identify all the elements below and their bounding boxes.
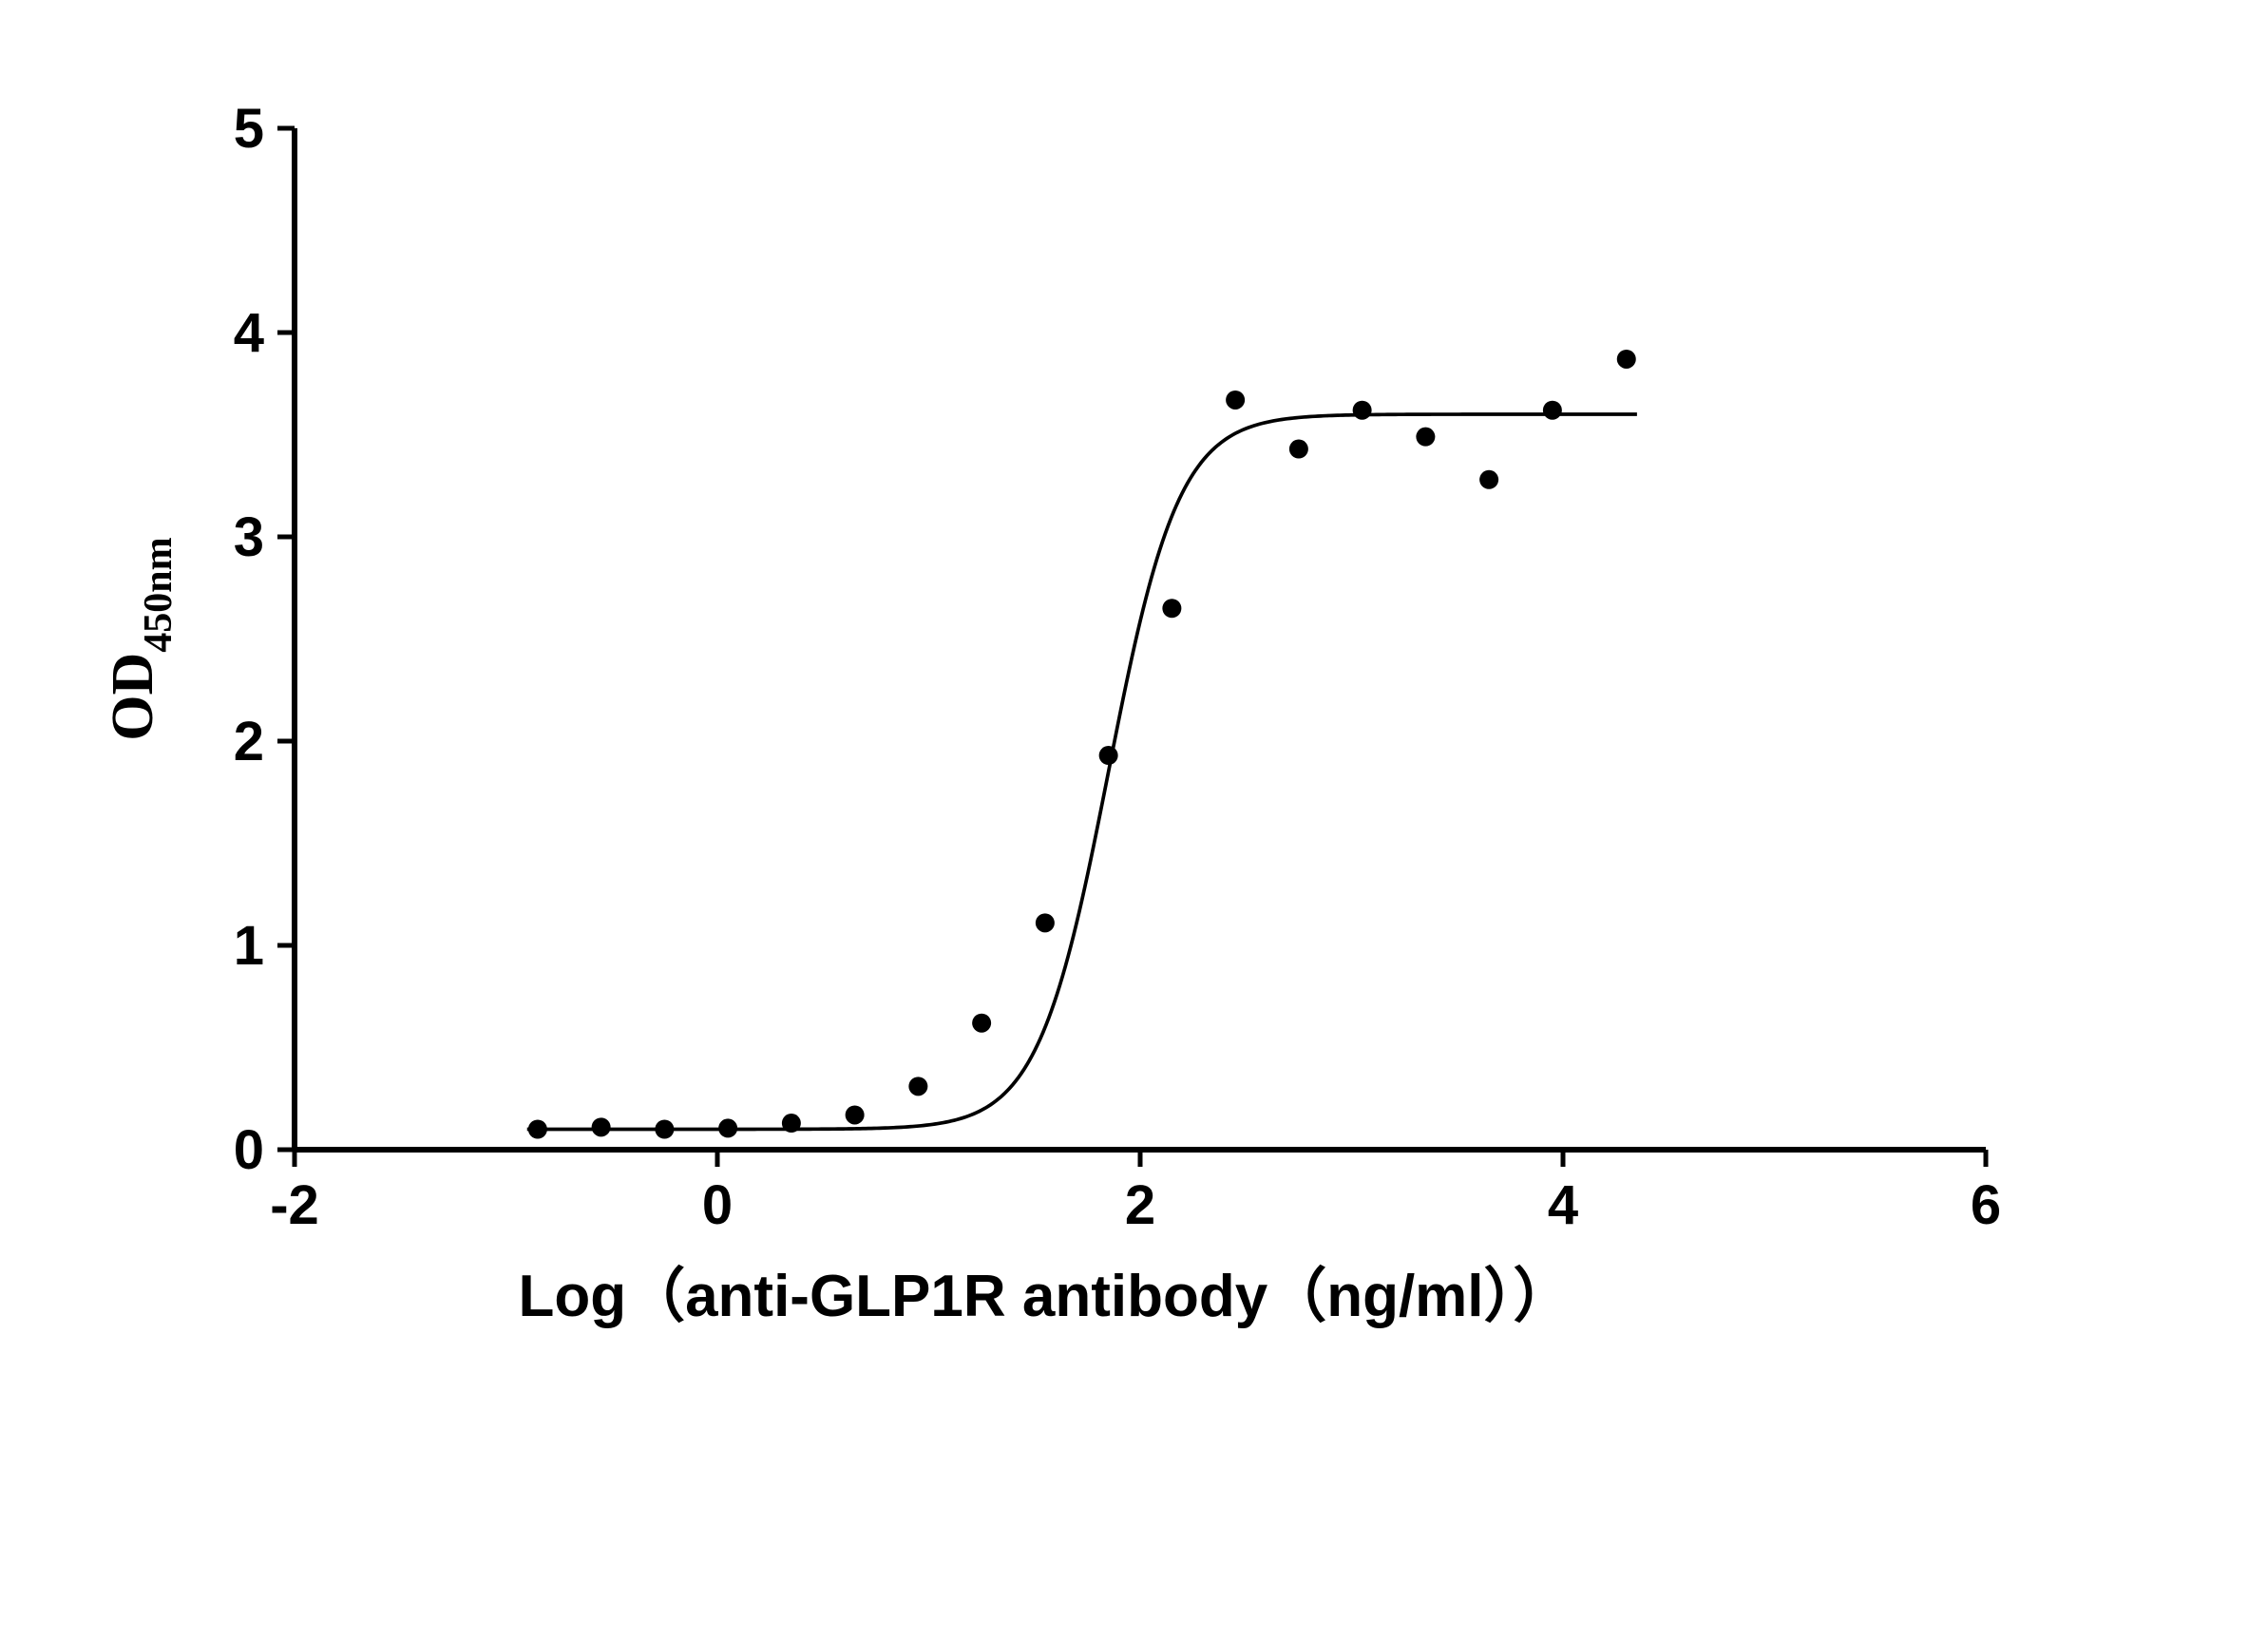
y-tick-label: 5 (234, 98, 264, 160)
data-point (972, 1014, 991, 1033)
data-point (1226, 391, 1245, 410)
y-tick-label: 3 (234, 506, 264, 568)
x-tick-label: 2 (1125, 1174, 1155, 1236)
chart-svg: -20246 012345 Log（anti-GLP1R antibody（ng… (0, 0, 2268, 1639)
y-tick-label: 2 (234, 711, 264, 772)
data-point (782, 1114, 801, 1133)
data-point (528, 1120, 547, 1139)
y-tick-label: 0 (234, 1119, 264, 1181)
x-tick-label: 0 (702, 1174, 733, 1236)
x-axis-title: Log（anti-GLP1R antibody（ng/ml）） (518, 1263, 1572, 1329)
y-axis-title-text: OD450nm (101, 537, 181, 740)
y-tick-label: 1 (234, 915, 264, 977)
data-point (1479, 470, 1498, 489)
data-point (655, 1120, 674, 1139)
y-ticks: 0 1 2 3 4 5 (234, 98, 295, 1181)
fit-curve (527, 414, 1637, 1130)
data-point (1543, 401, 1562, 420)
x-tick-label: 4 (1548, 1174, 1578, 1236)
x-ticks: -2 0 2 4 6 (270, 1150, 2001, 1236)
x-axis-title-text: Log（anti-GLP1R antibody（ng/ml）） (518, 1263, 1572, 1329)
data-point (592, 1117, 611, 1136)
y-axis-title: OD450nm (101, 537, 181, 740)
data-point (846, 1105, 865, 1124)
x-tick-label: -2 (270, 1174, 319, 1236)
axes (295, 128, 1986, 1150)
data-point (1289, 440, 1308, 459)
data-point (718, 1118, 737, 1137)
data-point (1162, 599, 1181, 618)
data-point (1099, 746, 1118, 765)
chart-container: -20246 012345 Log（anti-GLP1R antibody（ng… (0, 0, 2268, 1639)
data-point (1416, 428, 1435, 447)
data-point (1036, 913, 1055, 932)
data-point (1617, 350, 1636, 369)
scatter-points (528, 350, 1636, 1139)
x-tick-label: 6 (1971, 1174, 2001, 1236)
data-point (1353, 401, 1372, 420)
data-point (908, 1077, 927, 1096)
y-tick-label: 4 (234, 302, 264, 364)
